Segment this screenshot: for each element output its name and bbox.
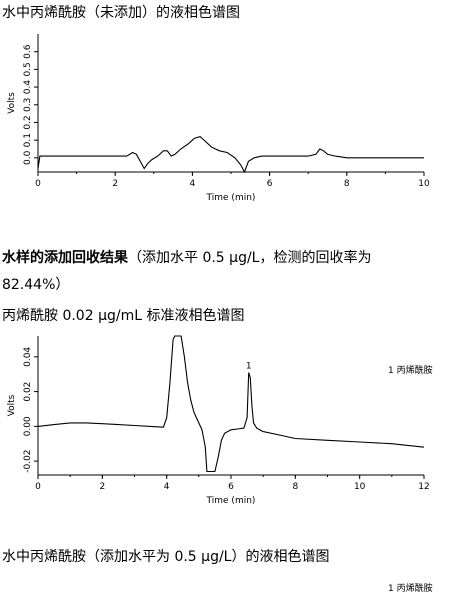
x-tick-label: 2 [99, 482, 105, 492]
x-tick-label: 10 [354, 482, 366, 492]
y-tick-label: 0.4 [23, 80, 33, 95]
chromatogram-trace [37, 335, 425, 473]
figure-caption-1: 水中丙烯酰胺（未添加）的液相色谱图 [2, 5, 240, 21]
y-tick-label: 0.0 [23, 150, 33, 165]
y-tick-label: 0.2 [23, 115, 33, 129]
figure-caption-3: 水中丙烯酰胺（添加水平为 0.5 μg/L）的液相色谱图 [2, 549, 330, 565]
x-tick-label: 6 [228, 482, 234, 492]
chromatogram-chart-2: 0 2 4 6 8 10 12 -0.02 0.00 0.02 0.04 Time (min) Volt… [7, 335, 433, 506]
y-tick-label: -0.02 [23, 449, 33, 472]
bottom-legend-text: 1 丙烯酰胺 [388, 582, 433, 594]
x-tick-label: 8 [344, 179, 350, 189]
y-tick-label: 0.6 [23, 44, 33, 59]
y-tick-label: 0.04 [23, 347, 33, 367]
x-tick-label: 12 [418, 482, 429, 492]
x-axis-title: Time (min) [206, 193, 256, 203]
x-tick-label: 2 [112, 179, 118, 189]
recovery-result-detail: （添加水平 0.5 μg/L，检测的回收率为 [128, 250, 372, 266]
y-tick-label: 0.5 [23, 62, 33, 76]
recovery-result-title: 水样的添加回收结果 [2, 250, 128, 266]
x-tick-label: 0 [35, 482, 41, 492]
recovery-result-rate: 82.44%） [2, 277, 70, 293]
y-tick-label: 0.00 [23, 416, 33, 436]
y-tick-label: 0.02 [23, 382, 33, 402]
legend-text: 1 丙烯酰胺 [388, 364, 433, 376]
x-axis-title: Time (min) [206, 496, 256, 506]
x-tick-label: 6 [267, 179, 273, 189]
peak-label: 1 [246, 361, 252, 371]
x-tick-label: 10 [418, 179, 430, 189]
recovery-result-caption: 水样的添加回收结果（添加水平 0.5 μg/L，检测的回收率为 [2, 247, 371, 267]
x-tick-label: 4 [190, 179, 196, 189]
x-tick-label: 0 [35, 179, 41, 189]
y-tick-label: 0.3 [23, 98, 33, 112]
x-tick-label: 8 [292, 482, 298, 492]
chromatogram-trace [37, 135, 424, 174]
chromatogram-chart-1: 0 2 4 6 8 10 0.0 0.1 0.2 0.3 0.4 0.5 0.6 Time (min) Vo… [7, 34, 430, 203]
bottom-legend: 1 丙烯酰胺 [388, 582, 433, 594]
x-tick-label: 4 [164, 482, 170, 492]
y-tick-label: 0.1 [23, 133, 33, 147]
y-axis-title: Volts [7, 92, 17, 114]
figure-caption-2: 丙烯酰胺 0.02 μg/mL 标准液相色谱图 [2, 308, 245, 324]
y-axis-title: Volts [7, 394, 17, 416]
